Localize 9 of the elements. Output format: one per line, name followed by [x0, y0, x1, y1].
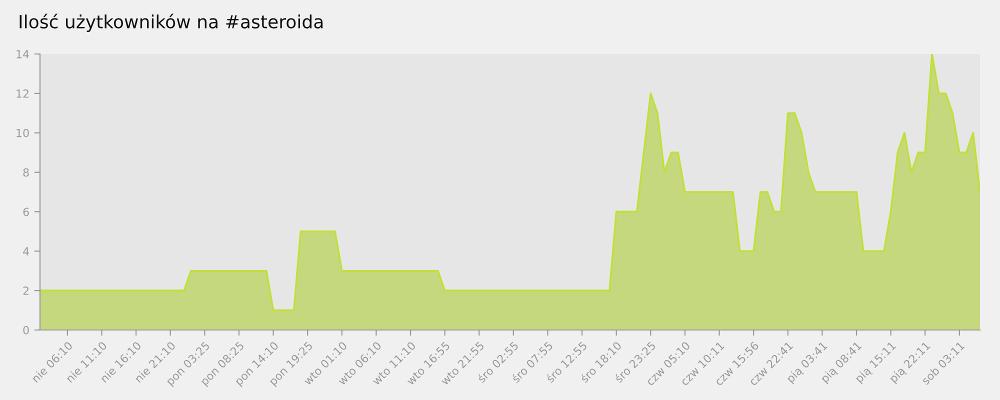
y-tick-label: 14 [16, 50, 29, 58]
chart-title: Ilość użytkowników na #asteroida [20, 14, 323, 32]
y-tick-label: 2 [23, 286, 28, 295]
y-tick-label: 4 [23, 247, 29, 256]
y-tick-label: 12 [16, 89, 28, 98]
y-tick-label: 6 [23, 208, 29, 216]
y-tick-label: 8 [23, 168, 29, 177]
y-tick-label: 10 [16, 128, 29, 138]
y-tick-label: 0 [23, 326, 29, 334]
